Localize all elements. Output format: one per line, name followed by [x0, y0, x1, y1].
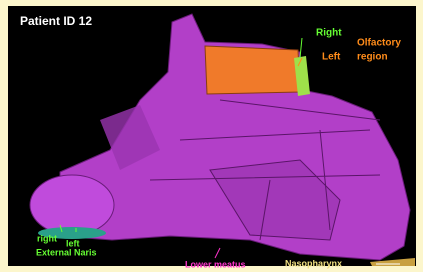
label-left: Left	[322, 52, 341, 63]
label-olfactory: region	[357, 52, 388, 63]
label-nasopharynx: Nasopharynx	[285, 258, 342, 268]
render: Patient ID 12 Right Left Olfactory regio…	[0, 0, 423, 272]
label-lower-meatus: Lower meatus	[185, 259, 246, 269]
figure: Patient ID 12 Right Left Olfactory regio…	[0, 0, 423, 272]
label-olfactory: Olfactory	[357, 38, 401, 49]
label-external-naris: External Naris	[36, 247, 97, 257]
title: Patient ID 12	[20, 14, 92, 28]
label-right: Right	[316, 28, 342, 39]
label-right-naris: right	[37, 233, 57, 243]
